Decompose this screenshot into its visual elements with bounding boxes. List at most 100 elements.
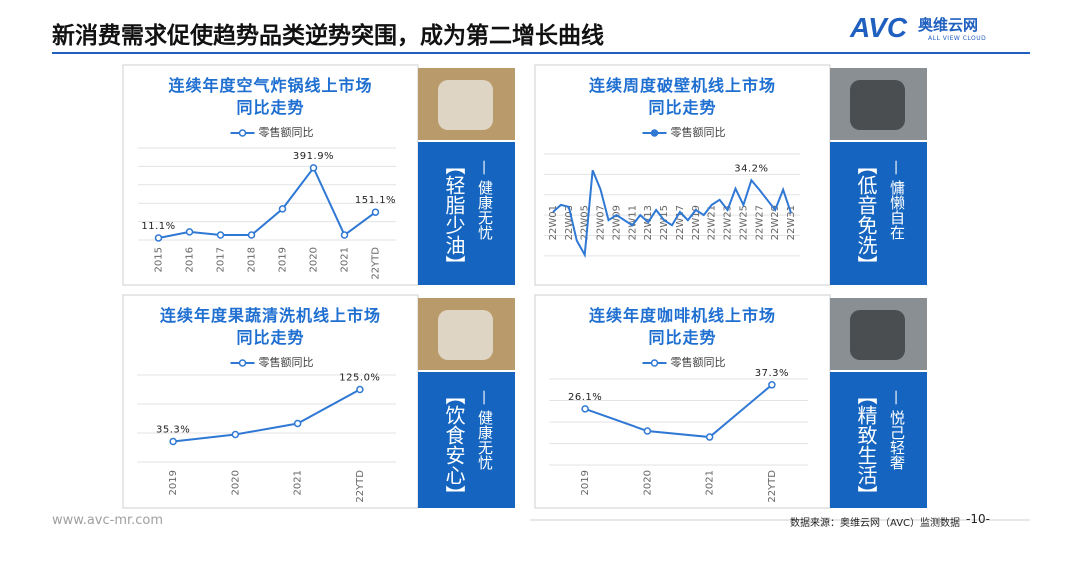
x-tick-label: 2020 — [309, 247, 320, 272]
tag-box — [830, 372, 927, 508]
tag-main: 【饮食安心】 — [442, 385, 466, 505]
legend-marker — [650, 129, 659, 137]
tag-sub: — 慵懒自在 — [888, 160, 906, 240]
legend-label: 零售额同比 — [259, 125, 314, 139]
legend-label: 零售额同比 — [259, 355, 314, 369]
logo: AVC — [850, 12, 908, 43]
legend-label: 零售额同比 — [671, 125, 726, 139]
x-tick-label: 2021 — [293, 470, 304, 495]
data-point — [247, 231, 256, 239]
tag-main: 【轻脂少油】 — [442, 155, 466, 275]
data-label: 37.3% — [755, 368, 789, 379]
x-tick-label: 2019 — [168, 470, 179, 495]
x-tick-label: 22W15 — [659, 205, 670, 240]
x-tick-label: 22W27 — [754, 205, 765, 240]
data-point — [185, 228, 194, 236]
tag-main: 【精致生活】 — [854, 385, 878, 505]
chart-title: 连续周度破壁机线上市场 同比走势 — [588, 76, 776, 117]
x-tick-label: 22W17 — [675, 205, 686, 240]
legend-marker — [650, 359, 659, 367]
tag-box — [418, 142, 515, 285]
x-tick-label: 22W25 — [738, 205, 749, 240]
x-tick-label: 22W05 — [580, 205, 591, 240]
tag-sub: — 健康无忧 — [476, 390, 494, 470]
chart-box — [534, 64, 831, 286]
data-line — [158, 165, 377, 239]
x-tick-label: 22W21 — [707, 205, 718, 240]
chart-title: 连续年度果蔬清洗机线上市场 同比走势 — [159, 306, 381, 347]
data-point — [768, 381, 776, 389]
x-tick-label: 2017 — [216, 247, 227, 272]
x-tick-label: 22W03 — [564, 205, 575, 240]
tag-sub: — 健康无忧 — [476, 160, 494, 240]
data-point — [705, 433, 714, 441]
chart-box — [122, 64, 419, 286]
product-image-highlight — [850, 80, 905, 130]
data-point — [293, 419, 302, 428]
legend-marker — [238, 129, 247, 137]
x-tick-label: 2016 — [185, 247, 196, 272]
x-tick-label: 2015 — [154, 247, 165, 272]
x-tick-label: 2021 — [340, 247, 351, 272]
data-label: 125.0% — [339, 373, 380, 384]
x-tick-label: 22W19 — [691, 205, 702, 240]
chart-box — [122, 294, 419, 509]
tag-sub: — 悦己轻奢 — [888, 390, 906, 470]
page-number: -10- — [966, 512, 990, 526]
data-point — [581, 405, 589, 413]
data-point — [154, 234, 163, 242]
data-line — [173, 388, 361, 443]
data-point — [169, 437, 177, 446]
product-image-highlight — [850, 310, 905, 360]
x-tick-label: 22W23 — [723, 205, 734, 240]
x-tick-label: 22W07 — [596, 205, 607, 240]
tag-box — [830, 142, 927, 285]
logo-cn: 奥维云网 — [918, 16, 979, 34]
data-point — [643, 427, 652, 435]
x-tick-label: 2020 — [230, 470, 241, 495]
x-tick-label: 22W31 — [786, 205, 797, 240]
website: www.avc-mr.com — [52, 513, 164, 528]
data-point — [340, 231, 349, 239]
data-line — [584, 384, 773, 439]
data-point — [231, 430, 240, 439]
x-tick-label: 22YTD — [371, 247, 382, 280]
chart-title: 连续年度咖啡机线上市场 同比走势 — [588, 306, 776, 347]
chart-title: 连续年度空气炸锅线上市场 同比走势 — [168, 76, 373, 117]
legend-label: 零售额同比 — [671, 355, 726, 369]
product-image-highlight — [438, 80, 493, 130]
x-tick-label: 22W09 — [611, 205, 622, 240]
x-tick-label: 22YTD — [355, 470, 366, 503]
data-label: 34.2% — [734, 163, 768, 174]
x-tick-label: 2019 — [580, 470, 591, 495]
data-point — [216, 231, 225, 239]
x-tick-label: 2021 — [705, 470, 716, 495]
x-tick-label: 2019 — [278, 247, 289, 272]
x-tick-label: 2018 — [247, 247, 258, 272]
x-tick-label: 22W01 — [548, 205, 559, 240]
data-point — [278, 205, 287, 213]
x-tick-label: 22YTD — [767, 470, 778, 503]
legend-marker — [238, 359, 247, 367]
slide-title: 新消费需求促使趋势品类逆势突围，成为第二增长曲线 — [52, 23, 604, 49]
data-line — [552, 169, 792, 259]
x-tick-label: 2020 — [642, 470, 653, 495]
tag-main: 【低音免洗】 — [854, 155, 878, 275]
data-point — [309, 164, 318, 172]
chart-box — [534, 294, 831, 509]
tag-box — [418, 372, 515, 508]
x-tick-label: 22W29 — [770, 205, 781, 240]
logo-en: ALL VIEW CLOUD — [928, 35, 987, 42]
data-point — [371, 208, 380, 216]
product-image-highlight — [438, 310, 493, 360]
data-label: 35.3% — [156, 425, 190, 436]
data-label: 391.9% — [293, 151, 334, 162]
source: 数据来源：奥维云网（AVC）监测数据 — [790, 518, 961, 529]
data-label: 26.1% — [568, 392, 602, 403]
data-label: 11.1% — [141, 221, 175, 232]
data-point — [356, 385, 364, 394]
x-tick-label: 22W11 — [627, 205, 638, 240]
data-label: 151.1% — [355, 195, 396, 206]
